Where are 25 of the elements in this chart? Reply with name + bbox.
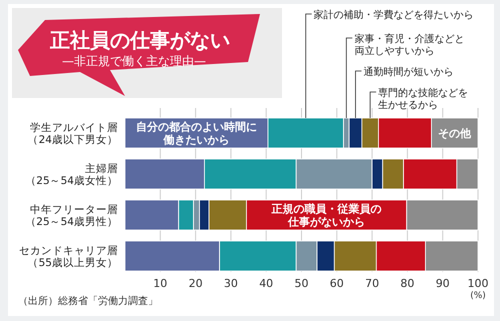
- x-tick-label: 10: [153, 277, 168, 290]
- x-tick-label: 30: [224, 277, 238, 290]
- y-tick-label: 主婦層（25～54歳女性）: [25, 162, 118, 187]
- x-tick-label: 60: [330, 277, 344, 290]
- x-tick-label: 70: [365, 277, 380, 290]
- text: 家計の補助・学費などを得たいから: [314, 9, 474, 21]
- text: （出所）総務省「労働力調査」: [18, 295, 158, 307]
- chart-subtitle: —非正規で働く主な理由—: [62, 54, 206, 68]
- chart-title: 正社員の仕事がない: [49, 28, 230, 52]
- x-tick-label: 20: [188, 277, 203, 290]
- y-tick-label: 学生アルバイト層（24歳以下男女）: [28, 121, 118, 146]
- x-tick-label: 100: [468, 277, 488, 290]
- text: 家事・育児・介護などと両立しやすいから: [354, 33, 464, 57]
- y-tick-label: 中年フリーター層（25～54歳男性）: [25, 203, 118, 228]
- series-label: 正規の職員・従業員の仕事がないから: [270, 202, 382, 228]
- x-tick-label: 50: [294, 277, 308, 290]
- text: 通勤時間が短いから: [364, 66, 454, 78]
- y-tick-label: セカンドキャリア層（55歳以上男女）: [19, 245, 118, 269]
- series-label: 専門的な技能などを生かせるから: [378, 87, 468, 111]
- x-tick-label: 40: [259, 277, 274, 290]
- x-tick-label: 80: [400, 277, 414, 290]
- x-tick-label: 90: [436, 277, 450, 290]
- series-label: その他: [438, 127, 472, 140]
- x-axis-title: (%): [470, 291, 486, 301]
- series-label: 自分の都合のよい時間に働きたいから: [136, 120, 257, 146]
